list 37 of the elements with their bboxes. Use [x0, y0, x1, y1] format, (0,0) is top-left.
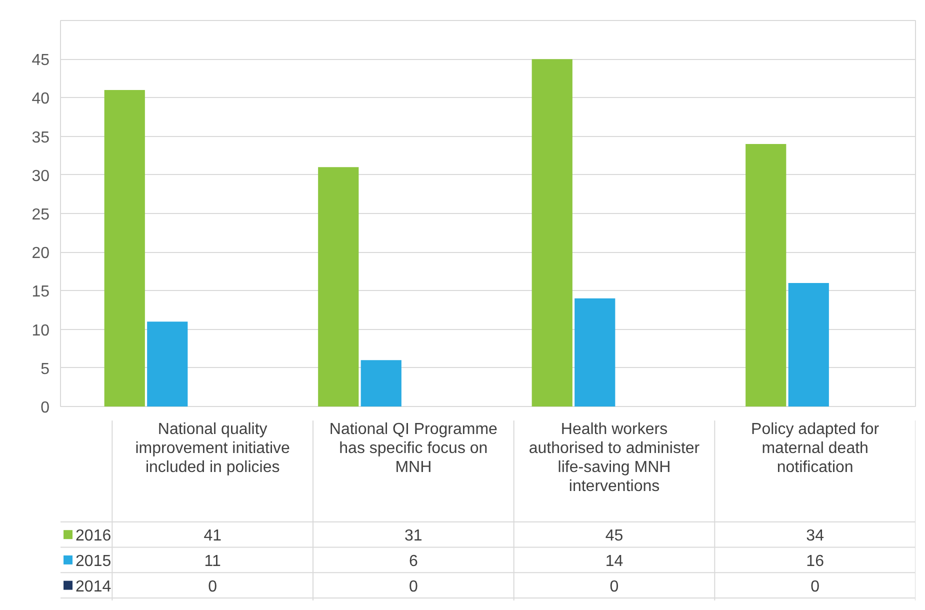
y-tick-label: 45 — [32, 52, 50, 70]
bar — [574, 298, 616, 406]
y-tick-label: 25 — [32, 206, 50, 224]
data-label: 0 — [810, 578, 820, 596]
bar — [147, 322, 188, 406]
data-label: 16 — [806, 552, 824, 570]
bar — [104, 90, 145, 406]
x-tick-label: National QI Programme has specific focus on MNH — [329, 420, 498, 476]
data-label: 0 — [408, 578, 418, 596]
x-tick-label: National quality improvement initiative included in policies — [135, 420, 290, 476]
data-label: 6 — [408, 552, 418, 570]
y-tick-label: 40 — [32, 90, 50, 108]
bar — [746, 144, 786, 406]
x-tick-label: Policy adapted for maternal death notification — [751, 420, 880, 476]
bar — [532, 59, 572, 406]
data-label: 31 — [404, 528, 422, 545]
bar — [788, 282, 829, 406]
y-tick-label: 10 — [32, 322, 50, 340]
legend-label: 2016 — [76, 528, 112, 545]
data-label: 14 — [605, 552, 624, 570]
y-tick-label: 35 — [32, 129, 50, 146]
data-label: 34 — [806, 528, 824, 545]
legend-label: 2015 — [76, 552, 112, 570]
data-label: 0 — [208, 578, 218, 596]
bar — [318, 167, 359, 406]
y-tick-label: 0 — [40, 400, 50, 416]
data-label: 41 — [204, 528, 222, 545]
y-tick-label: 15 — [32, 284, 50, 301]
data-label: 45 — [605, 528, 624, 545]
bar — [360, 360, 402, 406]
y-tick-label: 20 — [32, 245, 50, 262]
data-label: 0 — [610, 578, 619, 596]
y-tick-label: 5 — [40, 360, 50, 378]
y-tick-label: 30 — [32, 168, 50, 185]
legend-label: 2014 — [76, 578, 112, 596]
data-label: 11 — [204, 552, 221, 570]
x-tick-label: Health workers authorised to administer life-saving MNH interventions — [528, 420, 700, 495]
